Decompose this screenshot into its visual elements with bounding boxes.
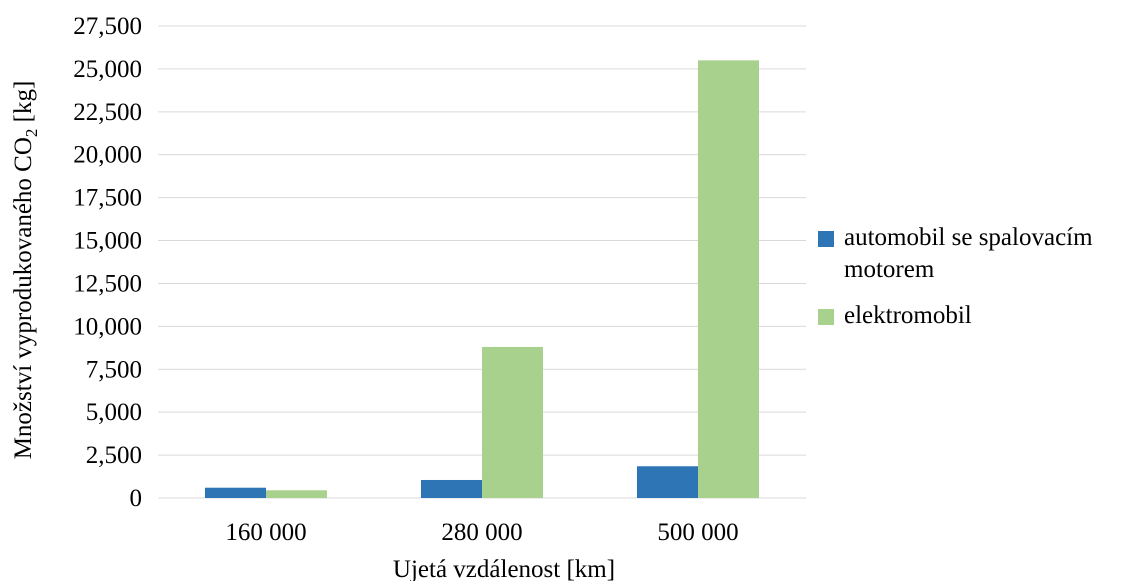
bar [482,346,543,498]
bar [266,490,327,498]
y-tick-label: 27,500 [73,13,142,40]
bar [205,487,266,498]
y-axis-label-subscript: 2 [22,129,41,138]
y-axis-ticks: 0 2,500 5,000 7,500 10,000 12,500 15,000 17,500… [73,13,142,512]
y-tick-label: 15,000 [73,228,142,255]
legend-swatch-electric [818,309,834,325]
x-tick-label: 280 000 [441,519,522,546]
y-tick-label: 5,000 [86,399,142,426]
y-tick-label: 25,000 [73,56,142,83]
y-axis-label-main: Množství vyprodukovaného CO [10,137,37,459]
bar [421,479,482,498]
y-tick-label: 10,000 [73,313,142,340]
y-tick-label: 2,500 [86,442,142,469]
y-axis-label: Množství vyprodukovaného CO2 [kg] [10,81,41,460]
legend-label-combustion: automobil se spalovacím motorem [844,224,1093,283]
y-tick-label: 0 [130,485,143,512]
x-axis-label: Ujetá vzdálenost [km] [393,556,615,581]
bars [205,60,759,499]
y-tick-label: 12,500 [73,270,142,297]
x-axis-ticks: 160 000 280 000 500 000 [225,519,738,546]
legend-item-combustion: automobil se spalovacím motorem [818,222,1138,286]
x-tick-label: 500 000 [657,519,738,546]
y-tick-label: 7,500 [86,356,142,383]
legend-swatch-combustion [818,231,834,247]
y-axis-label-unit: [kg] [10,81,37,129]
legend-item-electric: elektromobil [818,300,1138,332]
legend-label-electric: elektromobil [844,302,972,329]
bar [698,60,759,499]
y-tick-label: 22,500 [73,99,142,126]
y-tick-label: 20,000 [73,142,142,169]
x-tick-label: 160 000 [225,519,306,546]
legend: automobil se spalovacím motorem elektrom… [818,222,1138,346]
bar [637,466,698,498]
y-tick-label: 17,500 [73,185,142,212]
